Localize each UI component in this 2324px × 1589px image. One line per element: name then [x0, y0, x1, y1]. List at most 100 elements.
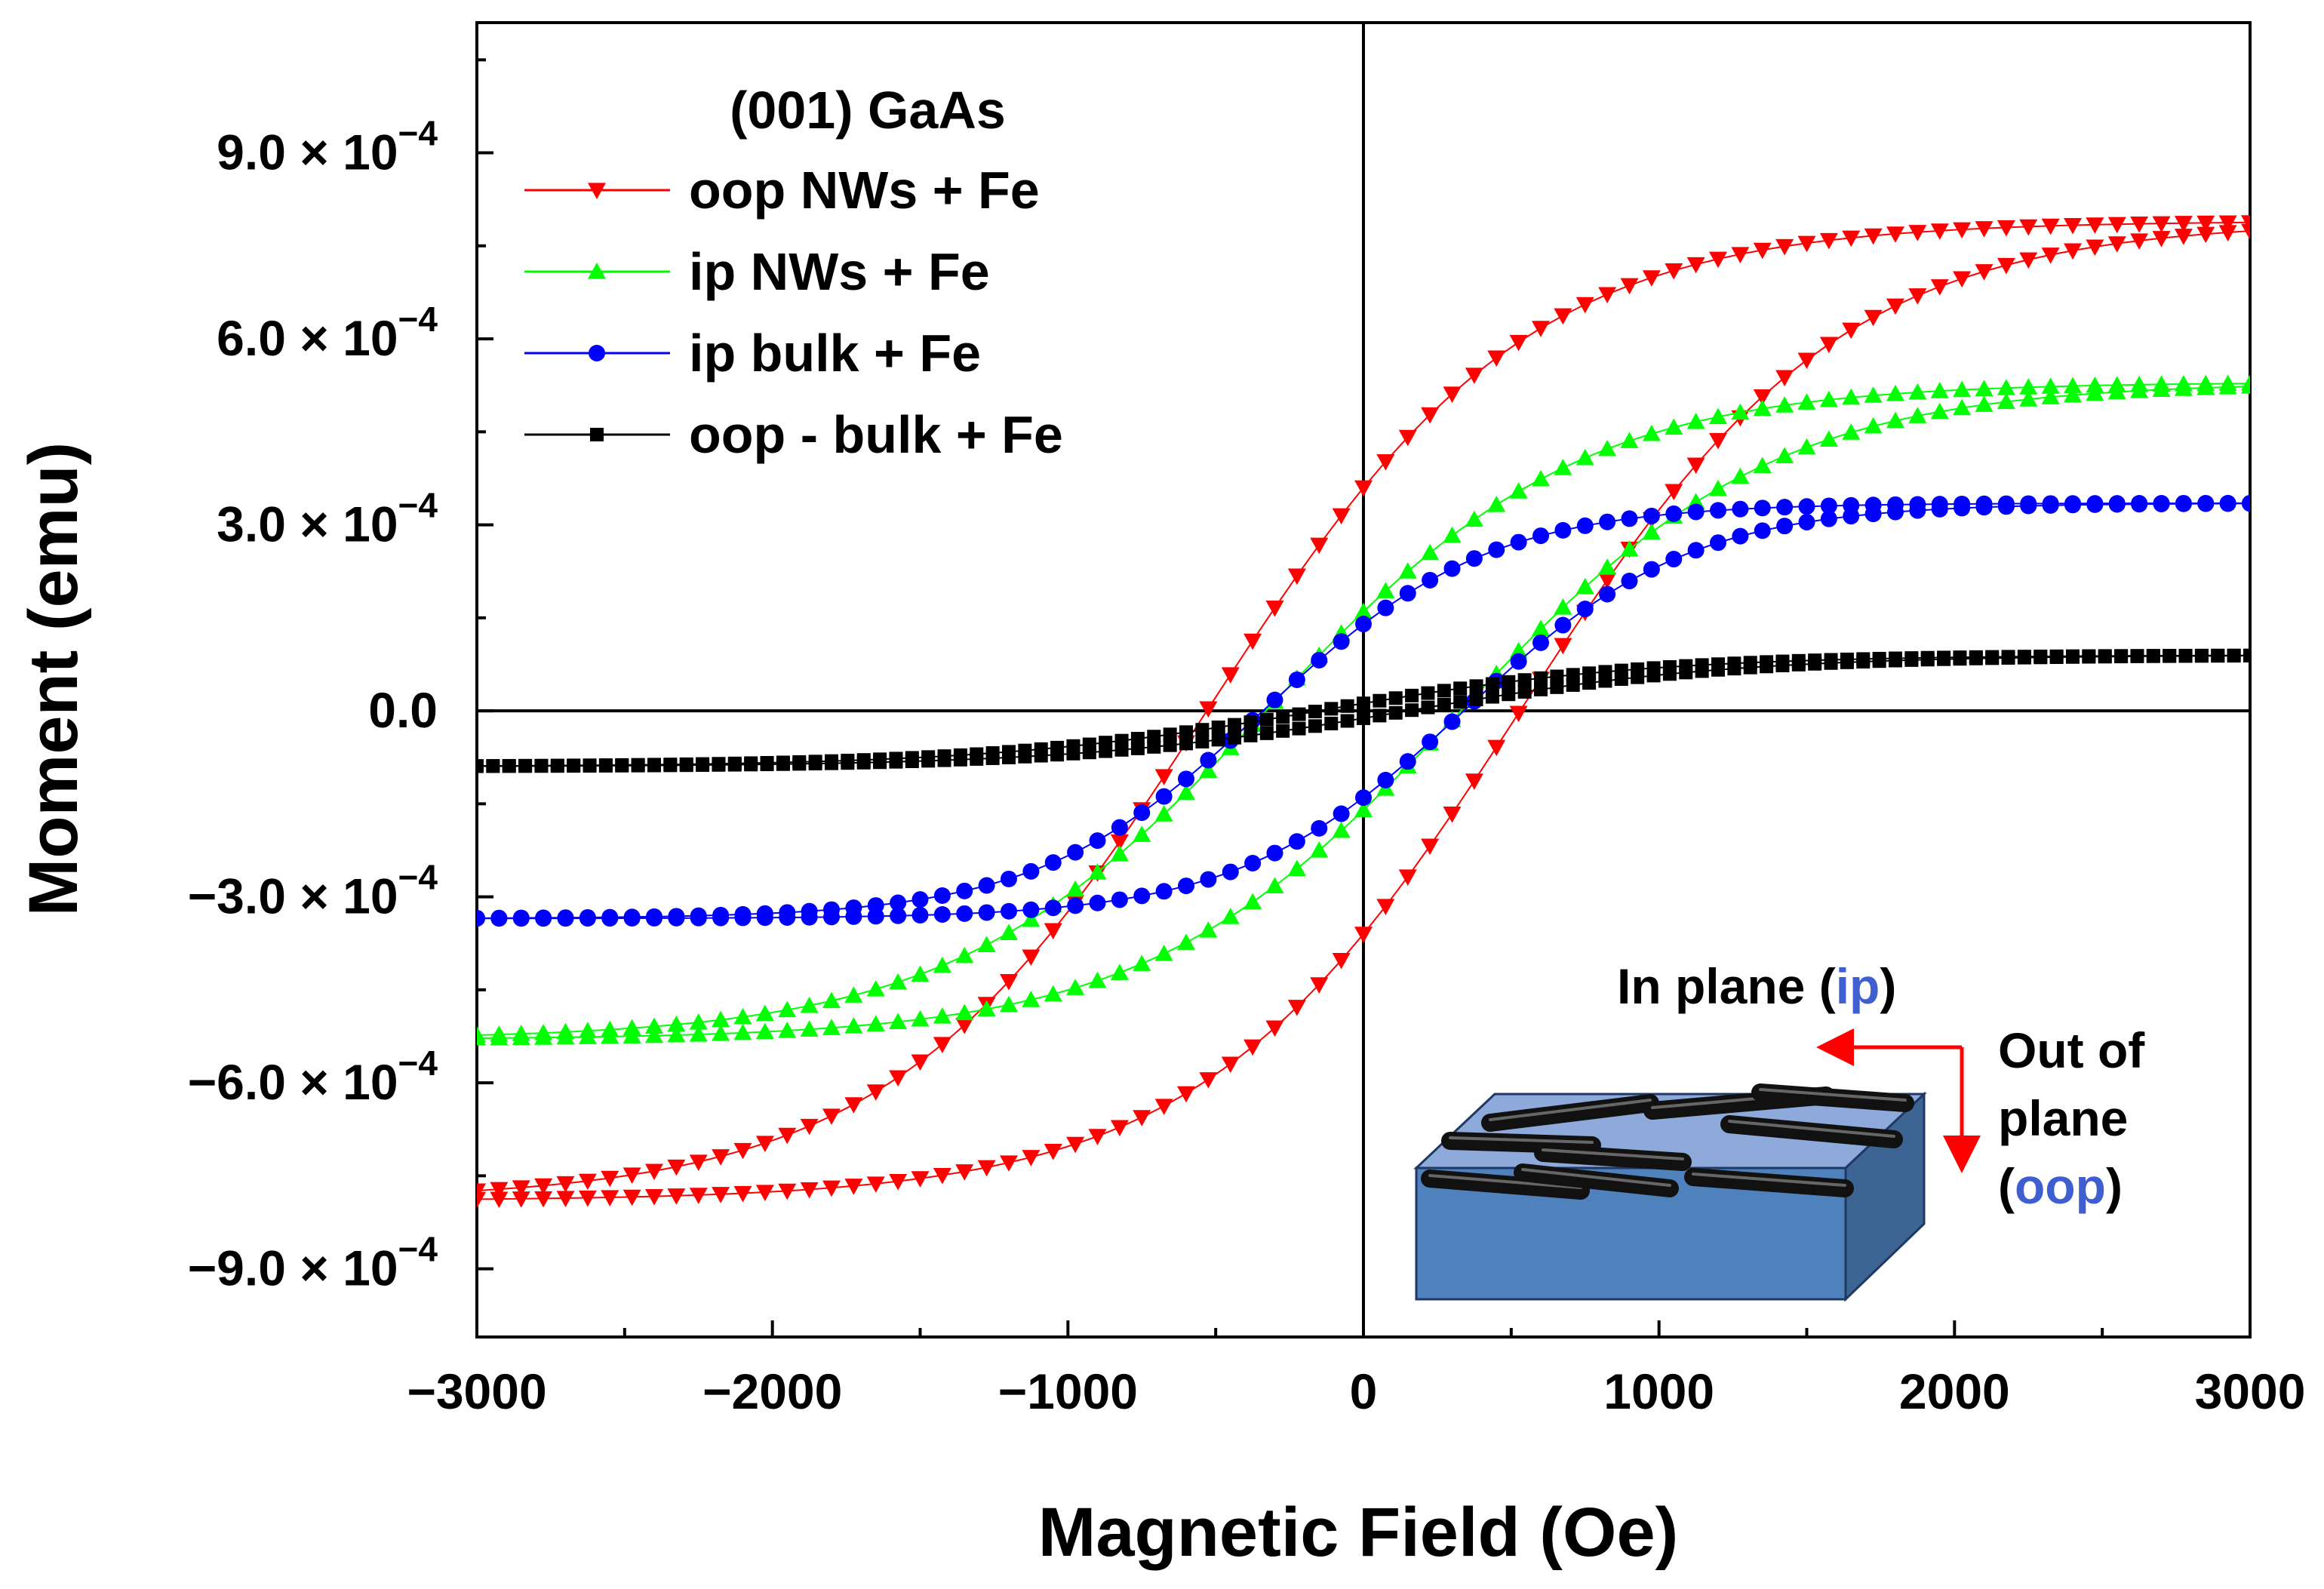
data-point: [1287, 1000, 1306, 1016]
data-point: [2019, 252, 2038, 269]
data-point: [2064, 243, 2082, 260]
data-point: [1465, 550, 1483, 567]
data-point: [911, 1054, 930, 1071]
data-point: [2130, 217, 2149, 233]
data-point: [490, 1025, 509, 1042]
data-point: [1732, 500, 1749, 518]
data-point: [1930, 402, 1949, 420]
data-point: [1842, 388, 1861, 405]
x-tick-label: −2000: [702, 1363, 842, 1419]
data-point: [1066, 979, 1085, 995]
data-point: [646, 908, 662, 925]
y-tick-label: −3.0 × 10−4: [188, 858, 438, 924]
data-point: [1840, 652, 1854, 666]
data-point: [1422, 733, 1439, 751]
data-point: [1089, 894, 1106, 911]
data-point: [1488, 541, 1505, 558]
data-point: [1066, 880, 1085, 897]
data-point: [1686, 413, 1705, 429]
data-point: [933, 956, 951, 973]
data-point: [1532, 619, 1550, 637]
data-point: [866, 1015, 885, 1031]
data-point: [1443, 526, 1462, 543]
x-tick-label: −3000: [407, 1363, 546, 1419]
data-point: [1177, 783, 1195, 801]
data-point-legend-marker: [590, 428, 604, 441]
data-point: [1509, 641, 1528, 659]
data-point: [2130, 233, 2149, 250]
data-point: [1265, 600, 1284, 617]
data-point: [1110, 964, 1129, 980]
data-point: [663, 758, 678, 772]
data-point: [567, 758, 581, 773]
data-point: [1695, 658, 1709, 672]
data-point: [1110, 845, 1129, 862]
data-point: [1398, 429, 1417, 447]
data-point: [1679, 659, 1693, 673]
data-point: [1753, 242, 1772, 260]
data-point: [2064, 377, 2082, 394]
data-point: [867, 897, 884, 914]
data-point: [1776, 518, 1794, 535]
data-point: [534, 1191, 553, 1208]
data-point: [1422, 571, 1439, 589]
data-point: [2107, 376, 2126, 392]
y-tick-label: −6.0 × 10−4: [188, 1043, 438, 1110]
data-point: [1133, 1110, 1151, 1126]
data-point: [1509, 482, 1528, 499]
data-point: [1598, 287, 1617, 304]
data-point: [822, 1019, 841, 1035]
plot-axes: [475, 21, 2252, 1339]
data-point: [1044, 1143, 1062, 1160]
data-point: [2241, 374, 2250, 391]
data-point: [1954, 495, 1971, 512]
data-point: [1228, 730, 1242, 745]
data-point: [1985, 650, 2000, 664]
legend-label: ip NWs + Fe: [689, 242, 990, 301]
data-point: [1975, 221, 1994, 238]
data-point: [518, 758, 533, 773]
data-point: [776, 755, 790, 770]
data-point: [1340, 699, 1354, 713]
y-tick-mantissa: 3.0 × 10: [217, 496, 398, 552]
data-point: [1872, 651, 1886, 665]
data-point: [1665, 551, 1683, 568]
data-point: [689, 1025, 708, 1042]
data-point: [889, 1174, 908, 1191]
data-point: [1908, 288, 1927, 305]
data-point: [1732, 527, 1749, 545]
data-point: [1930, 279, 1949, 296]
data-point: [1908, 225, 1927, 241]
data-point: [1465, 510, 1483, 527]
data-point: [601, 908, 619, 926]
data-point: [712, 1149, 730, 1166]
data-point: [1177, 1086, 1195, 1103]
data-point: [1177, 933, 1195, 950]
data-point: [1797, 438, 1816, 455]
data-point: [477, 1191, 486, 1209]
data-point: [1195, 734, 1210, 748]
data-point: [1018, 743, 1032, 758]
data-point: [933, 1168, 951, 1185]
data-point: [1566, 668, 1580, 682]
data-point: [1620, 278, 1639, 295]
data-point: [1510, 533, 1527, 551]
data-point: [1357, 696, 1370, 711]
data-point: [1421, 407, 1440, 424]
data-point: [1975, 495, 1993, 512]
data-point: [2017, 650, 2031, 664]
data-point: [1575, 577, 1594, 595]
data-point: [1621, 573, 1638, 590]
data-point: [1266, 691, 1283, 708]
data-point: [977, 1160, 996, 1177]
legend: (001) GaAs oop NWs + Fe ip NWs + Fe ip bul…: [524, 81, 1063, 464]
data-point: [889, 751, 903, 766]
data-point: [1509, 334, 1528, 352]
data-point: [1199, 761, 1218, 778]
data-point: [978, 877, 995, 894]
data-point: [1465, 773, 1483, 790]
data-point: [477, 759, 484, 773]
data-point: [744, 756, 758, 770]
data-point: [1997, 379, 2015, 395]
data-point: [1620, 539, 1639, 557]
